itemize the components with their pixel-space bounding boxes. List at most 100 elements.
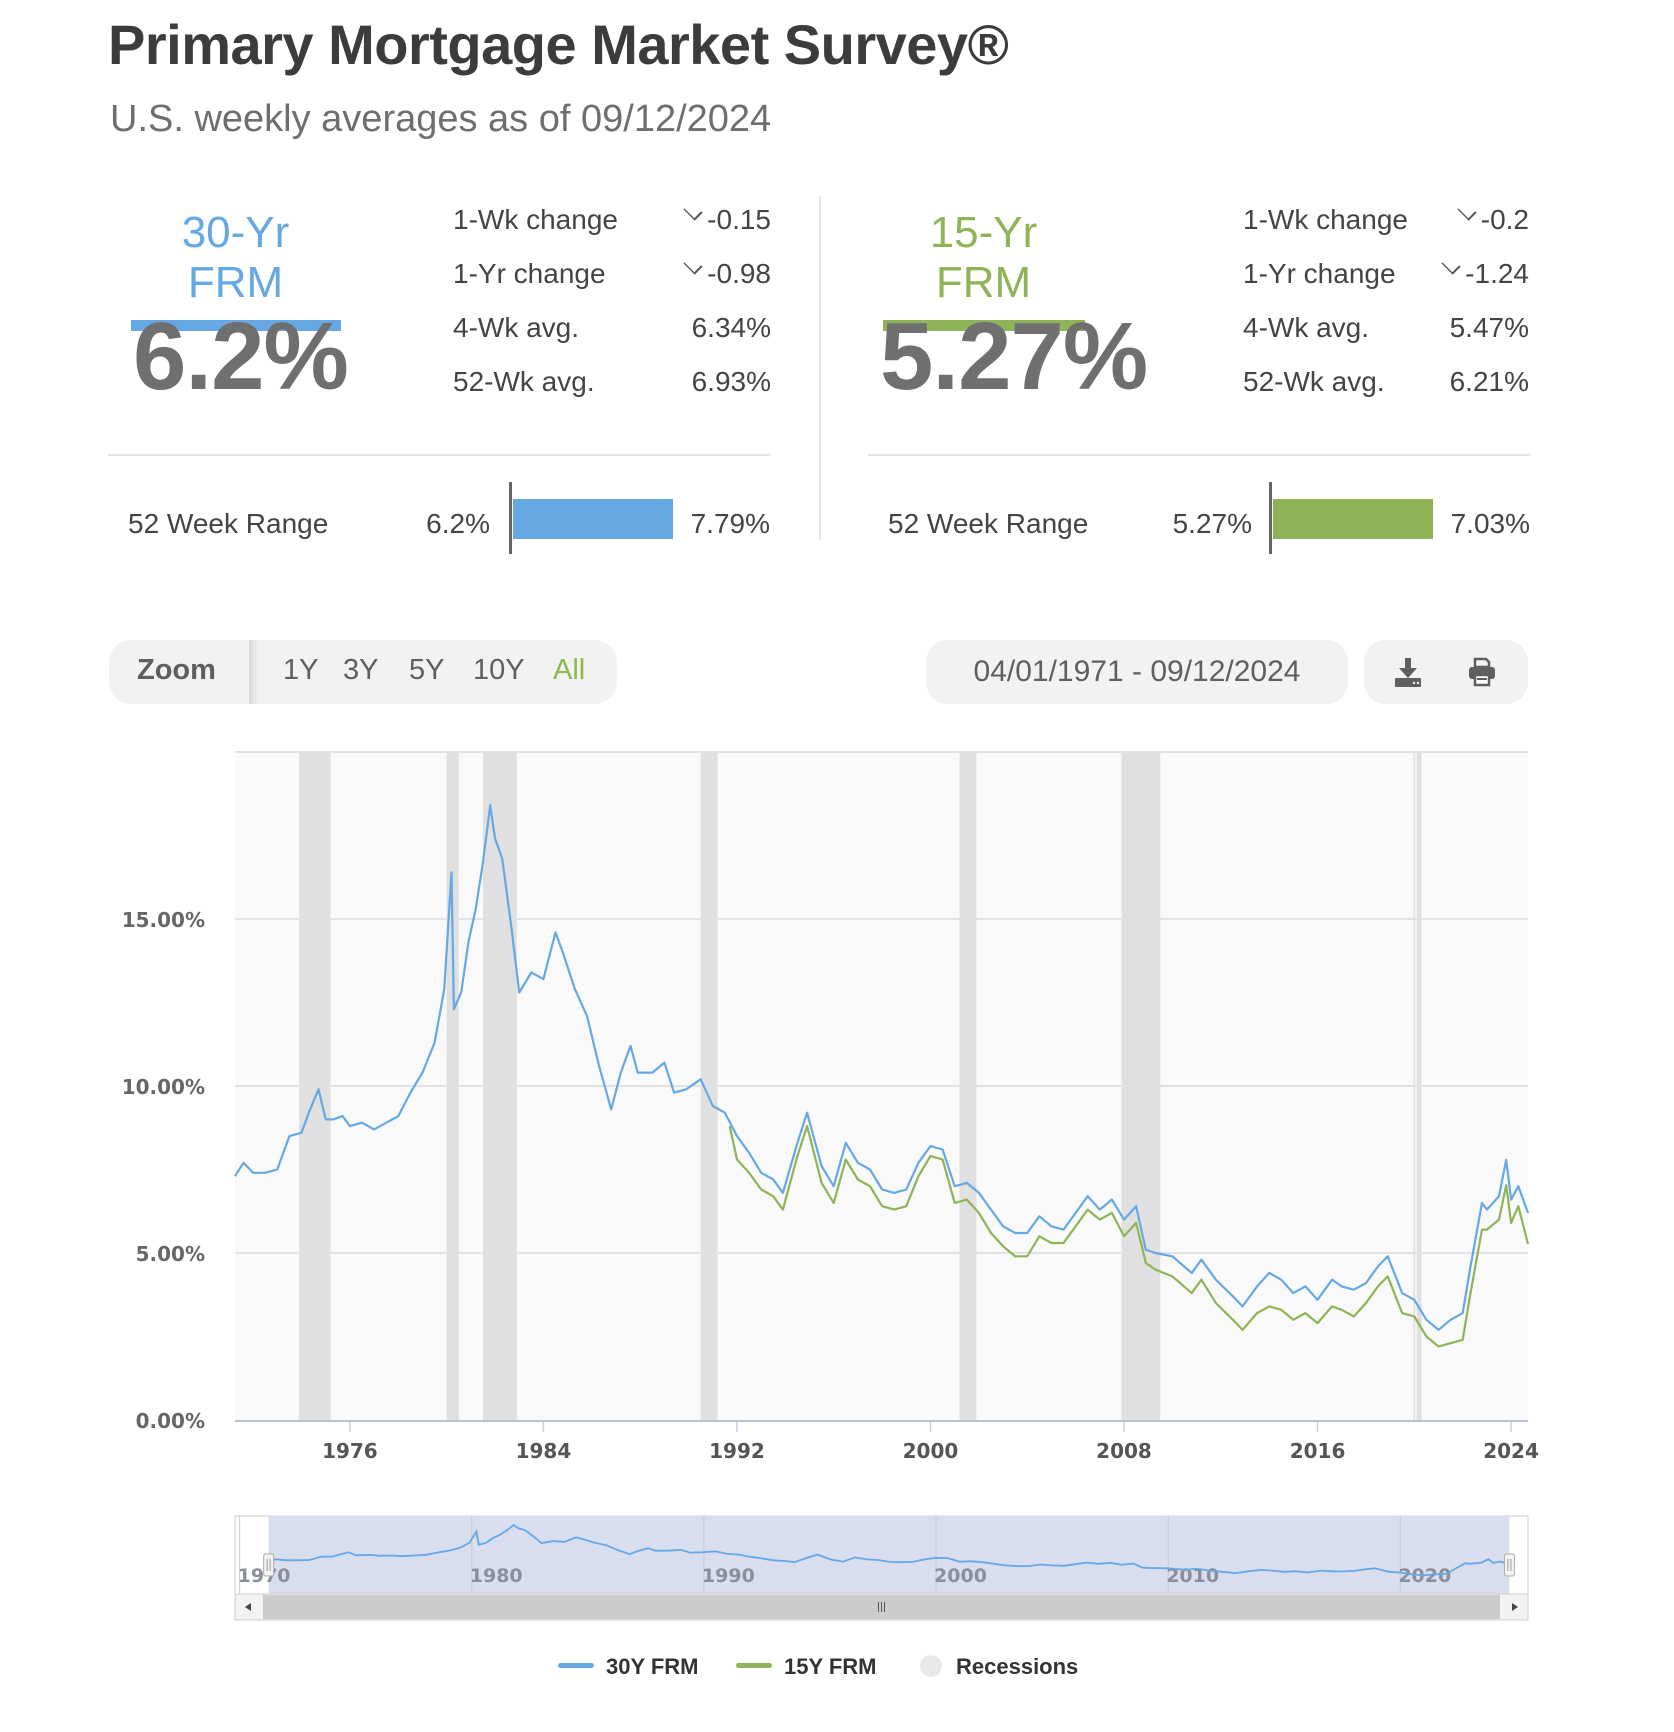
chevron-down-icon — [683, 201, 703, 221]
stat-value: 6.93% — [691, 366, 771, 397]
print-icon[interactable] — [1466, 656, 1498, 688]
page-subtitle: U.S. weekly averages as of 09/12/2024 — [110, 98, 772, 140]
line-swatch-icon — [558, 1662, 594, 1668]
stat-label: 1-Wk change — [1243, 204, 1408, 235]
range-current-marker — [509, 482, 512, 554]
line-swatch-icon — [736, 1662, 772, 1668]
navigator-selection[interactable] — [268, 1516, 1510, 1594]
y-tick-label: 0.00% — [136, 1409, 205, 1433]
y-tick-label: 10.00% — [122, 1075, 205, 1099]
range-max: 7.03% — [1450, 508, 1530, 539]
y-tick-label: 5.00% — [136, 1242, 205, 1266]
page-title: Primary Mortgage Market Survey® — [108, 13, 1009, 76]
legend-item-15y[interactable]: 15Y FRM — [736, 1654, 877, 1680]
stat-value-text: -0.98 — [707, 258, 771, 289]
stat-row: 1-Yr change -0.98 — [453, 255, 771, 312]
frm30-product-header: 30-Yr FRM — [128, 208, 343, 331]
zoom-1y-button[interactable]: 1Y — [283, 654, 319, 686]
legend-label: Recessions — [956, 1654, 1079, 1679]
x-tick-label: 2016 — [1290, 1439, 1346, 1463]
range-label: 52 Week Range — [888, 508, 1089, 539]
frm30-rate: 6.2% — [133, 303, 349, 410]
x-tick-label: 1992 — [709, 1439, 765, 1463]
date-range-display[interactable]: 04/01/1971 - 09/12/2024 — [926, 640, 1348, 704]
scroll-left-icon[interactable] — [245, 1603, 251, 1611]
navigator-tick-label: 2000 — [934, 1565, 987, 1587]
chart-tools — [1364, 640, 1528, 704]
x-tick-label: 2024 — [1483, 1439, 1539, 1463]
rate-history-chart[interactable]: 0.00% 5.00% 10.00% 15.00% 1976 1984 1992 2000 20… — [0, 740, 1674, 1730]
frm15-52wk-range: 52 Week Range 5.27% 7.03% — [868, 482, 1530, 566]
scroll-right-icon[interactable] — [1512, 1603, 1518, 1611]
frm30-summary-panel: 30-Yr FRM 6.2% 1-Wk change -0.15 1-Yr ch… — [108, 196, 771, 556]
chevron-down-icon — [1457, 201, 1477, 221]
series-line-1 — [728, 1125, 1530, 1348]
x-tick-label: 2008 — [1096, 1439, 1152, 1463]
divider — [868, 454, 1530, 456]
navigator-tick-label: 1990 — [702, 1565, 755, 1587]
stat-label: 52-Wk avg. — [453, 366, 595, 397]
zoom-10y-button[interactable]: 10Y — [473, 654, 525, 686]
stat-value: 6.21% — [1449, 366, 1529, 397]
range-bar — [1273, 499, 1433, 539]
stat-value: -0.15 — [683, 201, 771, 236]
navigator-handle[interactable] — [1503, 1553, 1515, 1577]
chevron-down-icon — [1441, 255, 1461, 275]
frm30-color-bar — [130, 320, 341, 331]
frm15-product-name: 15-Yr FRM — [929, 208, 1038, 307]
frm30-52wk-range: 52 Week Range 6.2% 7.79% — [108, 482, 770, 566]
legend-item-recessions[interactable]: Recessions — [920, 1654, 1078, 1680]
stat-row: 4-Wk avg. 6.34% — [453, 312, 771, 366]
stat-label: 4-Wk avg. — [1243, 312, 1370, 343]
zoom-3y-button[interactable]: 3Y — [343, 654, 379, 686]
navigator-series — [268, 1523, 1510, 1577]
circle-swatch-icon — [920, 1655, 942, 1678]
x-tick-label: 1984 — [516, 1439, 572, 1463]
stat-value: 5.47% — [1449, 312, 1529, 343]
zoom-control: Zoom 1Y 3Y 5Y 10Y All — [109, 640, 617, 704]
stat-value: -0.98 — [683, 255, 771, 290]
range-min: 6.2% — [426, 508, 490, 539]
stat-value: -1.24 — [1441, 255, 1529, 290]
frm15-rate: 5.27% — [880, 303, 1148, 410]
stat-label: 1-Yr change — [1243, 258, 1396, 289]
panel-divider — [819, 196, 821, 540]
stat-row: 52-Wk avg. 6.21% — [1243, 366, 1529, 420]
frm15-product-header: 15-Yr FRM — [876, 208, 1091, 331]
stat-value-text: -0.2 — [1480, 204, 1529, 235]
legend-label: 30Y FRM — [606, 1654, 699, 1679]
legend-label: 15Y FRM — [784, 1654, 877, 1679]
x-tick-label: 2000 — [903, 1439, 959, 1463]
stat-value: 6.34% — [691, 312, 771, 343]
frm15-summary-panel: 15-Yr FRM 5.27% 1-Wk change -0.2 1-Yr ch… — [868, 196, 1530, 556]
frm15-stats: 1-Wk change -0.2 1-Yr change -1.24 4-Wk … — [1243, 201, 1529, 420]
stat-label: 4-Wk avg. — [453, 312, 580, 343]
navigator-tick-label: 1980 — [470, 1565, 523, 1587]
stat-label: 1-Wk change — [453, 204, 618, 235]
download-icon[interactable] — [1392, 656, 1424, 688]
range-bar — [513, 499, 673, 539]
frm15-color-bar — [882, 320, 1085, 331]
stat-row: 1-Wk change -0.15 — [453, 201, 771, 258]
zoom-label: Zoom — [137, 654, 216, 686]
stat-label: 52-Wk avg. — [1243, 366, 1385, 397]
zoom-5y-button[interactable]: 5Y — [409, 654, 445, 686]
legend-item-30y[interactable]: 30Y FRM — [558, 1654, 699, 1680]
zoom-separator — [249, 640, 259, 704]
divider — [108, 454, 770, 456]
stat-value-text: -0.15 — [707, 204, 771, 235]
y-tick-label: 15.00% — [122, 908, 205, 932]
stat-label: 1-Yr change — [453, 258, 606, 289]
range-current-marker — [1269, 482, 1272, 554]
stat-row: 1-Wk change -0.2 — [1243, 201, 1529, 258]
frm30-stats: 1-Wk change -0.15 1-Yr change -0.98 4-Wk… — [453, 201, 771, 420]
x-tick-label: 1976 — [322, 1439, 378, 1463]
stat-row: 52-Wk avg. 6.93% — [453, 366, 771, 420]
range-max: 7.79% — [690, 508, 770, 539]
navigator-handle[interactable] — [263, 1553, 275, 1577]
stat-row: 4-Wk avg. 5.47% — [1243, 312, 1529, 366]
frm30-product-name: 30-Yr FRM — [181, 208, 290, 307]
zoom-all-button[interactable]: All — [553, 654, 586, 686]
stat-value: -0.2 — [1457, 201, 1529, 236]
series-line-0 — [234, 804, 1530, 1331]
